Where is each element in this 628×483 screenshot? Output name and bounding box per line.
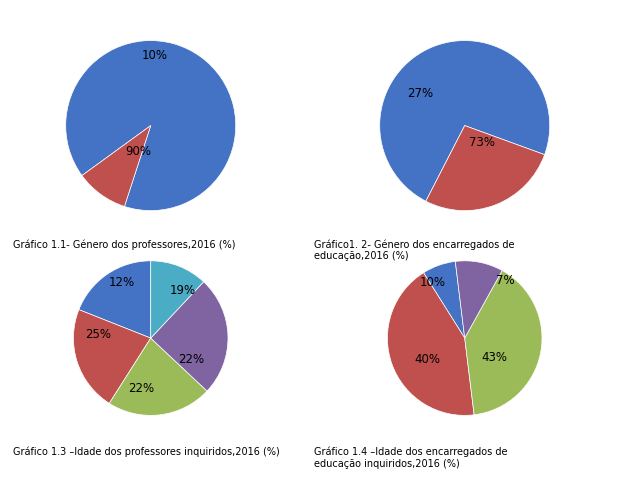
Wedge shape [151,282,228,391]
Wedge shape [66,41,236,211]
Wedge shape [465,270,542,415]
Text: 22%: 22% [178,353,204,366]
Text: 27%: 27% [408,87,433,100]
Text: 7%: 7% [495,274,514,286]
Text: 73%: 73% [468,136,495,149]
Wedge shape [423,261,465,338]
Wedge shape [380,41,550,201]
Legend: 51 a 55 anos, 41 a 45 anos, 46 a 50 anos, 56 a 60 anos, outros: 51 a 55 anos, 41 a 45 anos, 46 a 50 anos… [398,302,484,374]
Wedge shape [387,273,474,415]
Wedge shape [151,261,203,338]
Text: 40%: 40% [414,353,441,366]
Text: Gráfico 1.4 –Idade dos encarregados de
educação inquiridos,2016 (%): Gráfico 1.4 –Idade dos encarregados de e… [314,447,507,469]
Text: 25%: 25% [85,328,111,341]
Text: Gráfico1. 2- Género dos encarregados de
educação,2016 (%): Gráfico1. 2- Género dos encarregados de … [314,239,514,261]
Text: 22%: 22% [128,382,154,395]
Legend: feminino, masculino: feminino, masculino [391,110,472,142]
Text: 10%: 10% [420,276,445,289]
Text: Gráfico 1.1- Género dos professores,2016 (%): Gráfico 1.1- Género dos professores,2016… [13,239,235,250]
Text: Gráfico 1.3 –Idade dos professores inquiridos,2016 (%): Gráfico 1.3 –Idade dos professores inqui… [13,447,279,457]
Text: 12%: 12% [108,276,134,289]
Wedge shape [426,126,544,211]
Wedge shape [79,261,151,338]
Wedge shape [82,126,151,206]
Wedge shape [109,338,207,415]
Wedge shape [455,261,502,338]
Text: 90%: 90% [125,144,151,157]
Wedge shape [73,310,151,403]
Text: 10%: 10% [142,49,168,62]
Text: 19%: 19% [170,284,196,297]
Text: 43%: 43% [481,351,507,364]
